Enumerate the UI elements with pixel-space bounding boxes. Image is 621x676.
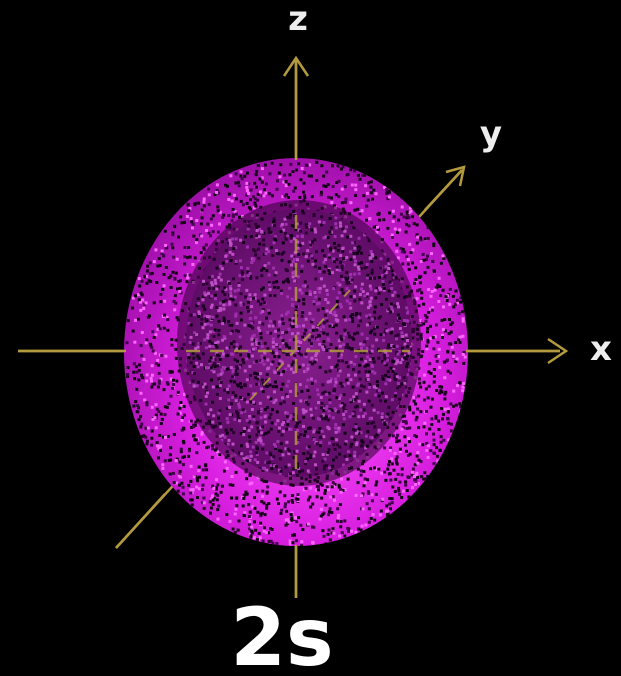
axis-foreground [18,55,569,598]
z-axis-label: z [288,0,308,39]
x-axis-arrowhead [547,337,569,365]
x-axis-label: x [590,329,612,369]
inner-sphere-speckle [186,209,412,477]
axis-overlay [186,215,410,470]
orbital-title: 2s [230,591,333,676]
z-axis-arrowhead [282,55,310,77]
y-axis-arrowhead [445,165,466,187]
y-axis-label: y [480,114,502,154]
